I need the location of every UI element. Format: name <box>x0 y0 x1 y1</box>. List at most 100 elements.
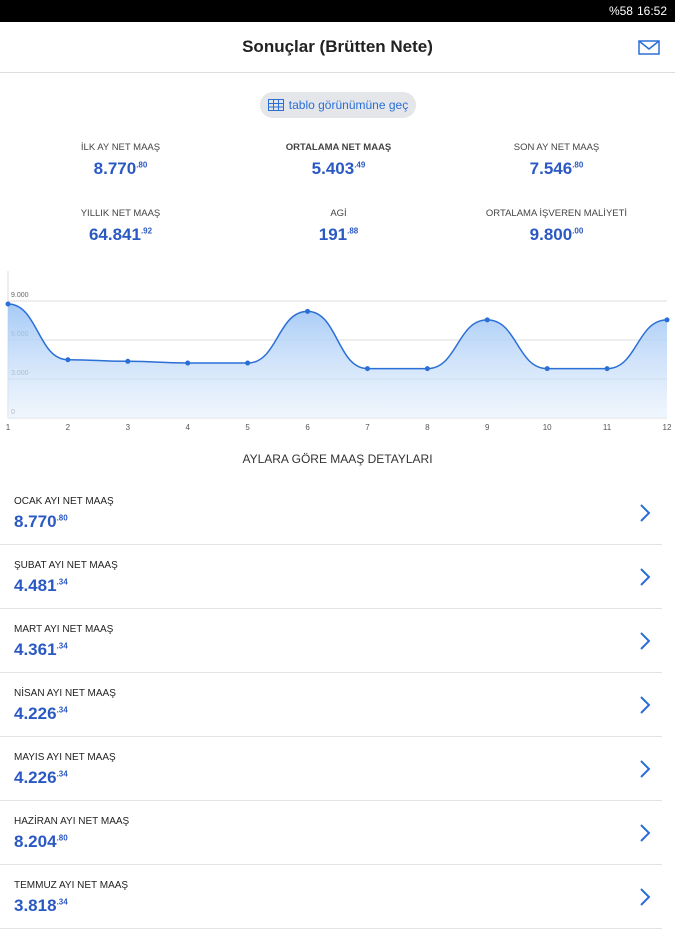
stat: ORTALAMA NET MAAŞ 5.403.49 <box>226 142 451 179</box>
stat-value: 191.88 <box>226 225 451 245</box>
point <box>424 366 430 372</box>
chevron <box>640 632 651 650</box>
stat-value-main: 191 <box>318 225 348 244</box>
month-label: NİSAN AYI NET MAAŞ <box>14 688 116 699</box>
x-tick-label: 11 <box>603 423 612 432</box>
month-value-decimals: .80 <box>56 513 68 523</box>
stat-value-decimals: .00 <box>572 226 584 236</box>
month-row[interactable]: OCAK AYI NET MAAŞ 8.770.80 <box>0 481 662 545</box>
x-tick-label: 7 <box>365 423 370 432</box>
stat: ORTALAMA İŞVEREN MALİYETİ 9.800.00 <box>444 208 669 245</box>
stat-label: AGİ <box>330 208 347 219</box>
point <box>5 301 11 307</box>
stat-value: 9.800.00 <box>444 225 669 245</box>
x-tick-label: 8 <box>425 423 430 432</box>
x-tick-label: 9 <box>485 423 490 432</box>
month-row[interactable]: MART AYI NET MAAŞ 4.361.34 <box>0 609 662 673</box>
month-value: 3.818.34 <box>14 896 68 916</box>
stat: SON AY NET MAAŞ 7.546.80 <box>444 142 669 179</box>
x-tick-label: 10 <box>543 423 552 432</box>
month-value-decimals: .80 <box>56 833 68 843</box>
month-value: 4.226.34 <box>14 704 68 724</box>
chevron-path <box>640 504 651 522</box>
stat-value-decimals: .80 <box>136 160 148 170</box>
title: Sonuçlar (Brütten Nete) <box>242 37 433 56</box>
chevron-path <box>640 888 651 906</box>
stat: AGİ 191.88 <box>226 208 451 245</box>
chevron-path <box>640 696 651 714</box>
stat-value-main: 8.770 <box>93 159 137 178</box>
x-tick-label: 3 <box>126 423 131 432</box>
stat-value: 7.546.80 <box>444 159 669 179</box>
stat-value-decimals: .92 <box>140 226 153 236</box>
chevron-path <box>640 824 651 842</box>
month-row[interactable]: MAYIS AYI NET MAAŞ 4.226.34 <box>0 737 662 801</box>
month-row[interactable]: ŞUBAT AYI NET MAAŞ 4.481.34 <box>0 545 662 609</box>
chevron <box>640 696 651 714</box>
stat-value-main: 5.403 <box>311 159 355 178</box>
month-value-main: 8.770 <box>14 512 57 531</box>
stat-value-decimals: .49 <box>354 160 366 170</box>
month-row[interactable]: HAZİRAN AYI NET MAAŞ 8.204.80 <box>0 801 662 865</box>
point <box>604 366 610 372</box>
toggle-label: tablo görünümüne geç <box>288 98 409 112</box>
month-value-main: 4.226 <box>14 768 57 787</box>
stat-label: SON AY NET MAAŞ <box>513 142 600 153</box>
month-value-main: 3.818 <box>14 896 57 915</box>
point <box>125 358 131 364</box>
table-view-toggle[interactable]: tablo görünümüne geç <box>260 92 416 118</box>
stat-label: ORTALAMA NET MAAŞ <box>285 142 392 153</box>
point <box>664 317 670 323</box>
stat-value-decimals: .88 <box>347 226 359 236</box>
month-value-main: 4.361 <box>14 640 57 659</box>
month-value: 8.770.80 <box>14 512 68 532</box>
point <box>185 360 191 366</box>
mail-button[interactable] <box>638 40 660 55</box>
y-tick-label: 9.000 <box>11 292 29 299</box>
x-tick-label: 6 <box>305 423 310 432</box>
stat-value: 5.403.49 <box>226 159 451 179</box>
stat-value-decimals: .80 <box>572 160 584 170</box>
month-value-decimals: .34 <box>56 641 68 651</box>
point <box>305 308 311 314</box>
month-label: MAYIS AYI NET MAAŞ <box>14 752 116 763</box>
chevron-path <box>640 568 651 586</box>
month-label: OCAK AYI NET MAAŞ <box>14 496 114 507</box>
stat-value-main: 9.800 <box>529 225 573 244</box>
x-tick-label: 4 <box>186 423 191 432</box>
month-value-decimals: .34 <box>56 705 68 715</box>
chevron-path <box>640 760 651 778</box>
month-value-main: 8.204 <box>14 832 57 851</box>
header: Sonuçlar (Brütten Nete) <box>0 22 675 73</box>
point <box>65 357 71 363</box>
x-tick-label: 2 <box>66 423 71 432</box>
status-bar: %58 16:52 <box>0 0 675 22</box>
area <box>8 303 667 418</box>
battery: %58 <box>608 4 633 18</box>
stat-value-main: 7.546 <box>529 159 573 178</box>
month-row[interactable]: NİSAN AYI NET MAAŞ 4.226.34 <box>0 673 662 737</box>
x-tick-label: 12 <box>663 423 672 432</box>
stat-label: İLK AY NET MAAŞ <box>80 142 161 153</box>
line <box>7 303 668 370</box>
point <box>484 317 490 323</box>
stat: YILLIK NET MAAŞ 64.841.92 <box>8 208 233 245</box>
chevron <box>640 504 651 522</box>
month-label: HAZİRAN AYI NET MAAŞ <box>14 816 130 827</box>
stat-label: ORTALAMA İŞVEREN MALİYETİ <box>485 208 628 219</box>
chevron <box>640 824 651 842</box>
month-row[interactable]: TEMMUZ AYI NET MAAŞ 3.818.34 <box>0 865 662 929</box>
month-value-decimals: .34 <box>56 577 68 587</box>
month-value-main: 4.226 <box>14 704 57 723</box>
point <box>544 366 550 372</box>
point <box>364 366 370 372</box>
month-value: 4.226.34 <box>14 768 68 788</box>
chevron <box>640 888 651 906</box>
month-label: ŞUBAT AYI NET MAAŞ <box>14 560 118 571</box>
month-value-decimals: .34 <box>56 897 68 907</box>
section-title: AYLARA GÖRE MAAŞ DETAYLARI <box>242 452 433 466</box>
time: 16:52 <box>636 4 667 18</box>
stat-value-main: 64.841 <box>88 225 141 244</box>
